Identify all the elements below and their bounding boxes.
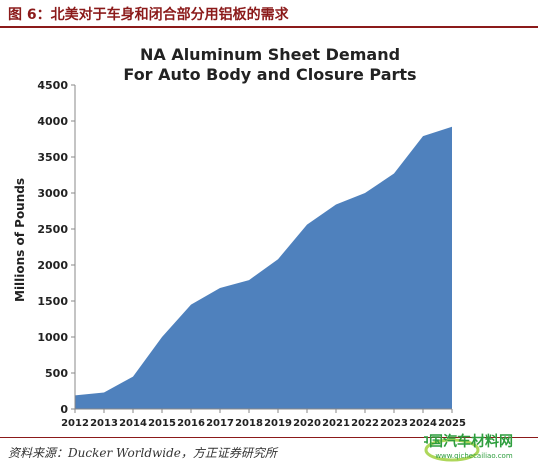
x-tick-label-2025: 2025 (438, 418, 466, 429)
chart-title-line2: For Auto Body and Closure Parts (123, 65, 416, 84)
y-tick-label-4500: 4500 (37, 79, 68, 92)
y-tick-label-0: 0 (60, 403, 68, 416)
x-tick-label-2022: 2022 (351, 418, 379, 429)
x-tick-label-2023: 2023 (380, 418, 408, 429)
y-tick-label-1000: 1000 (37, 331, 68, 344)
x-tick-label-2012: 2012 (61, 418, 89, 429)
y-tick-label-2000: 2000 (37, 259, 68, 272)
x-tick-label-2024: 2024 (409, 418, 437, 429)
figure-caption: 图 6：北美对于车身和闭合部分用铝板的需求 (8, 7, 289, 23)
area-series (75, 126, 452, 409)
watermark-url: www.qichecailiao.com (435, 452, 513, 460)
x-tick-label-2016: 2016 (177, 418, 205, 429)
watermark-logo: 中国汽车材料网 www.qichecailiao.com (424, 433, 513, 462)
x-tick-label-2019: 2019 (264, 418, 292, 429)
caption-rule (0, 26, 538, 28)
x-tick-label-2015: 2015 (148, 418, 176, 429)
x-tick-label-2018: 2018 (235, 418, 263, 429)
y-tick-label-3500: 3500 (37, 151, 68, 164)
y-tick-label-500: 500 (45, 367, 68, 380)
x-tick-label-2013: 2013 (90, 418, 118, 429)
watermark-name: 中国汽车材料网 (424, 433, 513, 450)
x-tick-label-2021: 2021 (322, 418, 350, 429)
x-tick-label-2017: 2017 (206, 418, 234, 429)
y-tick-label-3000: 3000 (37, 187, 68, 200)
y-tick-label-2500: 2500 (37, 223, 68, 236)
x-tick-label-2014: 2014 (119, 418, 147, 429)
source-rule (0, 437, 538, 438)
plot-area: 0 500 1000 1500 2000 2500 3000 3500 4000 4500 2012… (37, 79, 466, 429)
area-chart: NA Aluminum Sheet Demand For Auto Body a… (13, 45, 466, 429)
y-tick-label-1500: 1500 (37, 295, 68, 308)
y-tick-label-4000: 4000 (37, 115, 68, 128)
chart-title-line1: NA Aluminum Sheet Demand (140, 45, 400, 64)
y-axis-label: Millions of Pounds (13, 178, 27, 302)
watermark-swoosh (424, 438, 480, 462)
source-note: 资料来源：Ducker Worldwide，方正证券研究所 (8, 446, 277, 460)
x-tick-label-2020: 2020 (293, 418, 321, 429)
